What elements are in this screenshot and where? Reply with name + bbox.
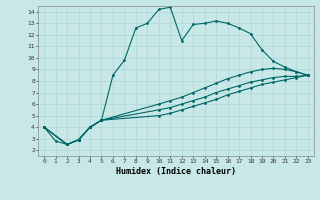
X-axis label: Humidex (Indice chaleur): Humidex (Indice chaleur) [116,167,236,176]
